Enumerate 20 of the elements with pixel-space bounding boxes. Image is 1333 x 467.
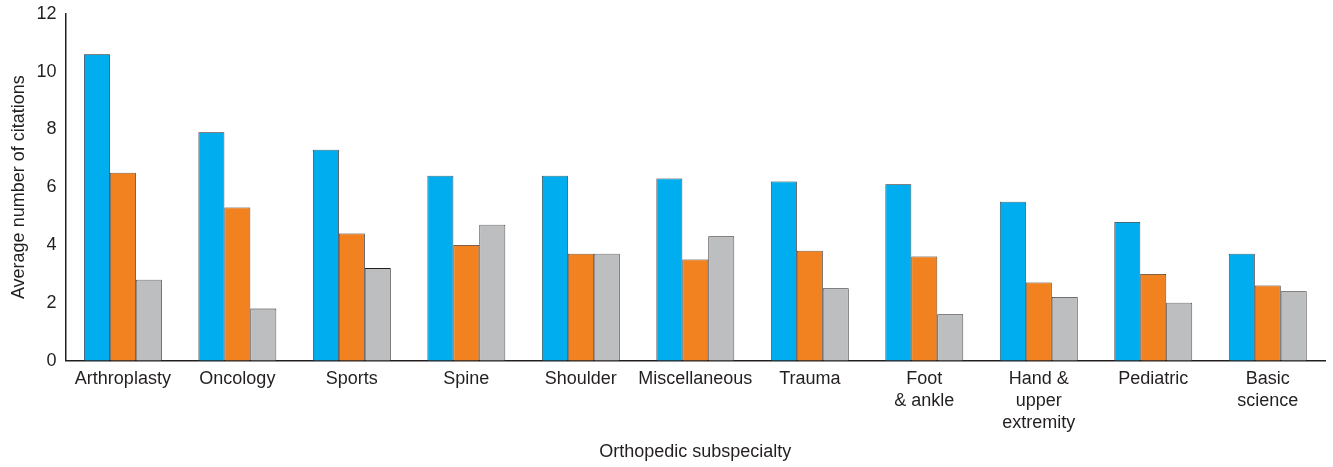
y-tick-label: 2 [46,291,57,312]
x-tick-label: Shoulder [544,368,617,389]
y-tick-label: 12 [36,2,57,23]
x-tick-label: Hand & upper extremity [1002,368,1076,432]
x-tick-label: Pediatric [1118,368,1189,389]
y-tick-label: 6 [46,176,57,197]
x-tick-label: Miscellaneous [638,368,753,389]
x-tick-label: Trauma [779,368,842,389]
x-tick-label: Arthroplasty [74,368,171,389]
x-tick-label: Sports [325,368,378,389]
y-tick-label: 4 [46,233,57,254]
x-tick-label: Oncology [199,368,276,389]
x-tick-label: Basic science [1237,368,1299,410]
y-tick-label: 10 [36,60,57,81]
y-tick-label: 0 [46,349,57,370]
y-axis-title: Average number of citations [7,75,28,300]
x-tick-label: Foot & ankle [894,368,955,410]
y-tick-label: 8 [46,118,57,139]
x-tick-label: Spine [443,368,490,389]
x-axis-title: Orthopedic subspecialty [599,441,792,462]
